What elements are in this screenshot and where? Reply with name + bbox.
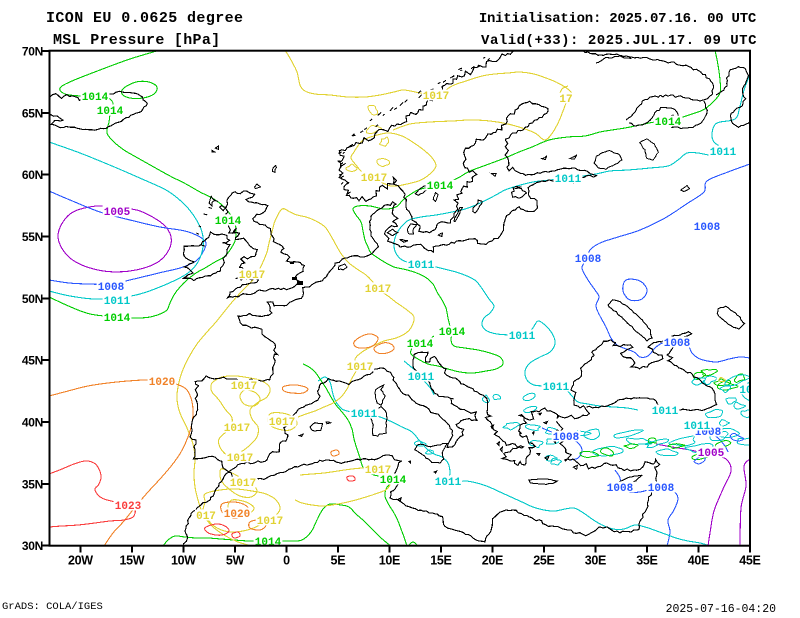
svg-text:1017: 1017 (224, 423, 250, 435)
svg-text:1017: 1017 (361, 173, 387, 185)
svg-text:1017: 1017 (257, 516, 283, 528)
svg-text:10: 10 (739, 385, 752, 397)
svg-text:10E: 10E (379, 554, 400, 568)
svg-text:40N: 40N (22, 415, 43, 429)
svg-text:1011: 1011 (435, 477, 462, 489)
svg-text:1011: 1011 (408, 260, 435, 272)
svg-text:5E: 5E (331, 554, 346, 568)
svg-text:1014: 1014 (97, 106, 124, 118)
svg-text:1017: 1017 (231, 381, 257, 393)
svg-text:Initialisation: 2025.07.16. 00: Initialisation: 2025.07.16. 00 UTC (479, 11, 757, 27)
svg-text:55N: 55N (22, 230, 43, 244)
svg-text:25E: 25E (533, 554, 554, 568)
svg-text:1017: 1017 (269, 417, 295, 429)
svg-text:1008: 1008 (607, 483, 634, 495)
svg-text:17: 17 (559, 94, 572, 106)
svg-text:35E: 35E (636, 554, 657, 568)
svg-text:30N: 30N (22, 539, 43, 553)
svg-text:1017: 1017 (423, 91, 449, 103)
svg-text:1011: 1011 (509, 331, 536, 343)
svg-text:50N: 50N (22, 292, 43, 306)
svg-text:2025-07-16-04:20: 2025-07-16-04:20 (666, 603, 777, 616)
svg-text:017: 017 (196, 511, 216, 523)
svg-text:1014: 1014 (215, 216, 242, 228)
svg-text:GrADS: COLA/IGES: GrADS: COLA/IGES (2, 601, 103, 613)
svg-text:1020: 1020 (149, 377, 175, 389)
svg-text:1011: 1011 (555, 174, 582, 186)
svg-text:1011: 1011 (351, 409, 378, 421)
svg-text:1011: 1011 (652, 406, 679, 418)
svg-text:35N: 35N (22, 477, 43, 491)
svg-text:1005: 1005 (104, 207, 131, 219)
svg-text:5W: 5W (226, 554, 245, 568)
svg-text:1023: 1023 (115, 501, 142, 513)
svg-text:45N: 45N (22, 354, 43, 368)
svg-text:1014: 1014 (655, 117, 682, 129)
svg-text:Valid(+33): 2025.JUL.17. 09 UT: Valid(+33): 2025.JUL.17. 09 UTC (481, 33, 757, 49)
svg-text:1008: 1008 (664, 338, 691, 350)
svg-text:20W: 20W (68, 554, 93, 568)
svg-text:10W: 10W (171, 554, 196, 568)
svg-text:1011: 1011 (710, 147, 737, 159)
svg-text:20E: 20E (482, 554, 503, 568)
svg-text:1017: 1017 (230, 478, 256, 490)
svg-text:1011: 1011 (104, 296, 131, 308)
svg-text:1014: 1014 (255, 537, 282, 549)
svg-text:1014: 1014 (380, 475, 407, 487)
svg-text:1017: 1017 (239, 270, 265, 282)
svg-text:40E: 40E (688, 554, 709, 568)
svg-text:1008: 1008 (553, 432, 580, 444)
svg-text:15W: 15W (119, 554, 144, 568)
svg-text:1011: 1011 (408, 372, 435, 384)
svg-text:1008: 1008 (694, 222, 721, 234)
svg-text:ICON EU 0.0625 degree: ICON EU 0.0625 degree (46, 10, 243, 27)
svg-text:MSL Pressure [hPa]: MSL Pressure [hPa] (53, 32, 220, 49)
svg-text:1017: 1017 (347, 362, 373, 374)
svg-text:1014: 1014 (427, 181, 454, 193)
svg-text:1020: 1020 (224, 509, 250, 521)
svg-text:1008: 1008 (575, 254, 602, 266)
svg-text:0: 0 (283, 554, 290, 568)
svg-text:1014: 1014 (82, 92, 109, 104)
svg-text:1008: 1008 (648, 483, 675, 495)
svg-text:65N: 65N (22, 106, 43, 120)
svg-text:1017: 1017 (365, 284, 391, 296)
svg-text:1014: 1014 (439, 327, 466, 339)
svg-text:1017: 1017 (365, 465, 391, 477)
svg-text:30E: 30E (585, 554, 606, 568)
svg-text:1011: 1011 (684, 421, 711, 433)
svg-text:15E: 15E (430, 554, 451, 568)
svg-text:45E: 45E (739, 554, 760, 568)
svg-text:1011: 1011 (543, 382, 570, 394)
svg-text:70N: 70N (22, 45, 43, 59)
svg-text:60N: 60N (22, 168, 43, 182)
svg-text:1008: 1008 (98, 282, 125, 294)
svg-text:1014: 1014 (104, 313, 131, 325)
svg-text:1014: 1014 (407, 339, 434, 351)
svg-text:1005: 1005 (698, 448, 725, 460)
svg-text:1017: 1017 (227, 453, 253, 465)
